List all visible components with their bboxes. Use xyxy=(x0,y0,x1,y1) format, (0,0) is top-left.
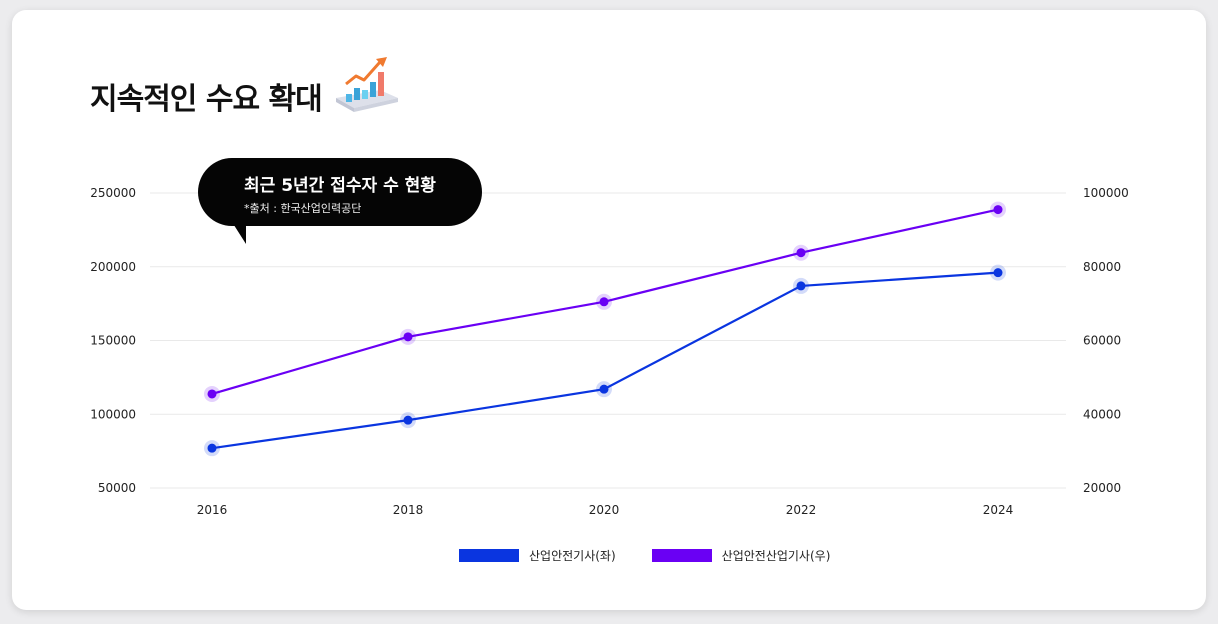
y-right-tick-label: 40000 xyxy=(1083,407,1121,421)
x-tick-label: 2018 xyxy=(393,503,424,517)
legend-item-series1: 산업안전기사(좌) xyxy=(459,547,616,564)
chart-legend: 산업안전기사(좌) 산업안전산업기사(우) xyxy=(459,547,866,564)
y-right-tick-label: 20000 xyxy=(1083,481,1121,495)
data-point xyxy=(599,297,609,307)
y-left-tick-label: 200000 xyxy=(90,260,136,274)
legend-label-series2: 산업안전산업기사(우) xyxy=(721,549,831,563)
data-point xyxy=(796,281,806,291)
x-tick-label: 2024 xyxy=(983,503,1014,517)
data-point xyxy=(599,384,609,394)
y-left-tick-label: 50000 xyxy=(98,481,136,495)
y-right-tick-label: 60000 xyxy=(1083,334,1121,348)
x-tick-label: 2022 xyxy=(786,503,817,517)
y-left-tick-label: 150000 xyxy=(90,334,136,348)
data-point xyxy=(403,415,413,425)
legend-item-series2: 산업안전산업기사(우) xyxy=(651,547,831,564)
data-point xyxy=(403,332,413,342)
data-source-note: *출처 : 한국산업인력공단 xyxy=(244,202,362,215)
y-left-tick-label: 100000 xyxy=(90,407,136,421)
legend-swatch-series1 xyxy=(459,549,519,562)
x-tick-label: 2016 xyxy=(197,503,228,517)
rising-bar-chart-icon xyxy=(330,52,404,122)
y-right-tick-label: 100000 xyxy=(1083,186,1129,200)
data-point xyxy=(207,443,217,453)
data-point xyxy=(993,268,1003,278)
data-point xyxy=(796,248,806,258)
y-left-tick-label: 250000 xyxy=(90,186,136,200)
y-right-tick-label: 80000 xyxy=(1083,260,1121,274)
legend-swatch-series2 xyxy=(651,549,712,562)
data-point xyxy=(993,205,1003,215)
page-title: 지속적인 수요 확대 xyxy=(90,82,323,117)
chart-callout: 최근 5년간 접수자 수 현황 *출처 : 한국산업인력공단 xyxy=(198,158,482,226)
chart-card xyxy=(12,10,1206,610)
data-point xyxy=(207,389,217,399)
legend-label-series1: 산업안전기사(좌) xyxy=(529,549,616,563)
x-tick-label: 2020 xyxy=(589,503,620,517)
chart-subtitle: 최근 5년간 접수자 수 현황 xyxy=(244,176,436,196)
callout-tail xyxy=(232,222,246,244)
